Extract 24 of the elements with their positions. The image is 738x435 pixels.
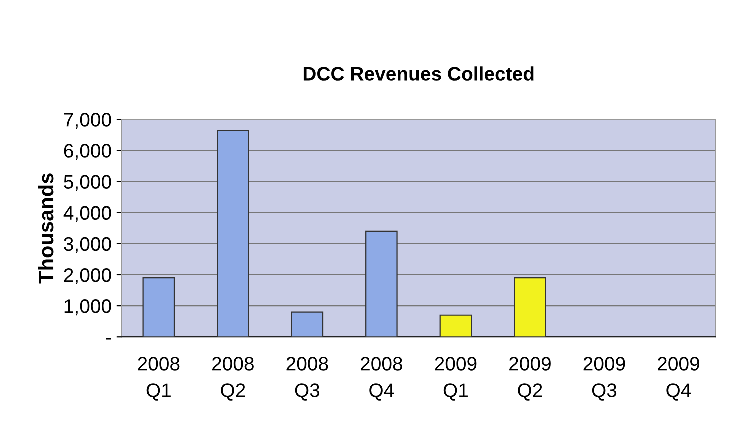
chart-title: DCC Revenues Collected [304,66,534,81]
bar [217,130,250,338]
y-tick-label: 5,000 [64,175,112,192]
x-tick-label: 2009 Q2 [510,357,551,401]
x-tick-label: 2008 Q1 [138,357,180,401]
y-tick-label: 3,000 [64,237,112,254]
x-tick-label: 2008 Q2 [212,357,254,401]
x-tick-label: 2009 Q1 [435,357,477,401]
bar [142,278,176,338]
x-tick-label: 2008 Q4 [361,357,402,401]
x-tick-label: 2009 Q3 [584,357,626,401]
y-tick-label: 1,000 [64,300,112,316]
bar [366,230,398,338]
y-axis-title: Thousands [38,174,54,284]
bar [291,312,324,338]
x-tick-label: 2009 Q4 [658,357,700,401]
bar [440,314,472,338]
x-tick-label: 2008 Q3 [286,357,328,401]
y-tick-label: 4,000 [64,206,112,222]
y-tick-label: 7,000 [64,113,112,130]
y-tick-label: 6,000 [64,144,112,160]
y-tick-label: 2,000 [64,268,112,285]
bar [514,278,546,338]
y-tick-label: - [106,338,112,340]
